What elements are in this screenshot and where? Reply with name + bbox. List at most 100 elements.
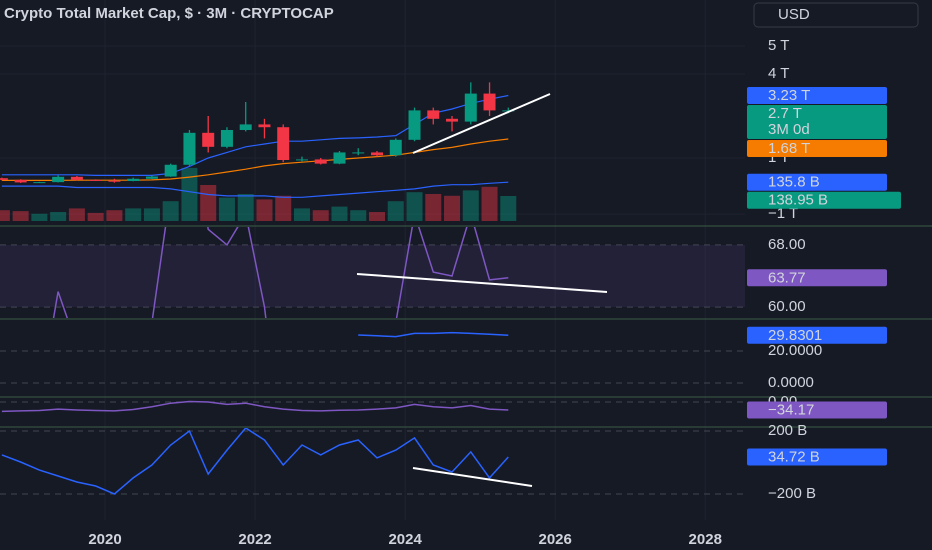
- price-badge: [747, 269, 887, 287]
- candle-body: [371, 152, 384, 156]
- price-badge-label: 1.68 T: [768, 140, 810, 157]
- pane-separators: [0, 225, 932, 428]
- candle-body: [427, 110, 440, 119]
- volume-bar: [425, 194, 442, 221]
- price-badge: [747, 191, 901, 209]
- y-tick-label: 0.0000: [768, 374, 814, 391]
- volume-bar: [293, 208, 310, 221]
- candle-body: [108, 180, 121, 182]
- volume-bar: [406, 192, 423, 221]
- volume-bar: [444, 195, 461, 221]
- volume-bar: [331, 206, 348, 221]
- indicator-line: [1, 181, 509, 198]
- candle-body: [446, 118, 459, 122]
- pane: [1, 400, 509, 413]
- candle-body: [258, 124, 271, 128]
- price-badge-label: −34.17: [768, 402, 814, 419]
- price-badge: [747, 105, 887, 140]
- y-tick-label: 68.00: [768, 236, 806, 253]
- candle-body: [220, 130, 233, 147]
- y-tick-label: 200 B: [768, 422, 807, 439]
- price-axis: 5 T4 T1 T−1 T3.23 T2.7 T3M 0d1.68 T135.8…: [747, 37, 901, 502]
- volume-bar: [481, 186, 498, 221]
- pane: [358, 331, 509, 338]
- candle-body: [145, 176, 158, 179]
- indicator-line: [1, 400, 509, 413]
- volume-bar: [350, 210, 367, 221]
- time-axis: 2020 2022 2024 2026 2028: [88, 531, 722, 548]
- indicator-line: [1, 94, 509, 176]
- y-tick-label: 4 T: [768, 65, 789, 82]
- y-tick-label: 20.0000: [768, 342, 822, 359]
- volume-bar: [275, 195, 292, 221]
- candle-body: [0, 178, 8, 180]
- candle-body: [352, 152, 365, 154]
- y-tick-label: 60.00: [768, 298, 806, 315]
- price-badge-label: 3.23 T: [768, 87, 810, 104]
- volume-bar: [500, 195, 517, 221]
- candle-body: [239, 124, 252, 131]
- volume-bar: [256, 199, 273, 221]
- currency-button[interactable]: [753, 2, 919, 28]
- x-tick-label: 2022: [238, 531, 271, 548]
- volume-bar: [87, 212, 104, 221]
- volume-bar: [218, 197, 235, 221]
- volume-bar: [31, 213, 48, 221]
- pane: [0, 82, 517, 221]
- grid-layer: [0, 0, 745, 520]
- candle-body: [389, 139, 402, 156]
- volume-bar: [387, 201, 404, 221]
- price-badge: [747, 87, 887, 105]
- volume-bar: [0, 210, 10, 221]
- price-badge: [747, 173, 887, 191]
- candle-body: [277, 127, 290, 160]
- volume-bar: [181, 167, 198, 221]
- x-tick-label: 2028: [689, 531, 722, 548]
- volume-bar: [50, 212, 67, 221]
- currency-label[interactable]: USD: [778, 6, 810, 23]
- indicator-line: [52, 227, 509, 318]
- y-tick-label: −1 T: [768, 205, 798, 222]
- candle-body: [164, 164, 177, 177]
- volume-bar: [369, 212, 386, 221]
- volume-bar: [462, 190, 479, 221]
- candle-body: [183, 132, 196, 165]
- price-badge-label: 138.95 B: [768, 192, 828, 209]
- candle-body: [70, 176, 83, 180]
- price-badge-label: 135.8 B: [768, 174, 820, 191]
- price-badge: [747, 326, 887, 344]
- volume-bar: [125, 208, 142, 221]
- volume-bar: [200, 185, 217, 221]
- y-tick-label: 5 T: [768, 37, 789, 54]
- price-badge: [747, 401, 887, 419]
- volume-bar: [12, 211, 29, 221]
- trend-line: [356, 273, 608, 293]
- candle-body: [89, 179, 102, 181]
- volume-bar: [312, 210, 329, 221]
- x-tick-label: 2020: [88, 531, 121, 548]
- volume-bar: [68, 208, 85, 221]
- x-tick-label: 2024: [388, 531, 422, 548]
- indicator-line: [1, 428, 509, 495]
- candle-body: [314, 159, 327, 164]
- candle-body: [33, 182, 46, 184]
- indicator-line: [1, 138, 509, 181]
- candle-body: [464, 93, 477, 122]
- trend-line: [412, 467, 533, 487]
- price-badge: [747, 448, 887, 466]
- price-badge-label: 34.72 B: [768, 448, 820, 465]
- volume-bar: [162, 201, 179, 221]
- candle-body: [127, 178, 140, 182]
- chart-title: Crypto Total Market Cap, $ · 3M · CRYPTO…: [4, 5, 334, 22]
- pane: [1, 428, 509, 495]
- trend-lines: [356, 93, 608, 487]
- x-tick-label: 2026: [538, 531, 571, 548]
- trend-line: [412, 93, 551, 154]
- price-badge-countdown: 3M 0d: [768, 121, 810, 138]
- y-tick-label: −200 B: [768, 485, 816, 502]
- volume-bar: [237, 194, 254, 221]
- candle-body: [408, 110, 421, 140]
- candle-body: [483, 93, 496, 111]
- candle-body: [333, 152, 346, 164]
